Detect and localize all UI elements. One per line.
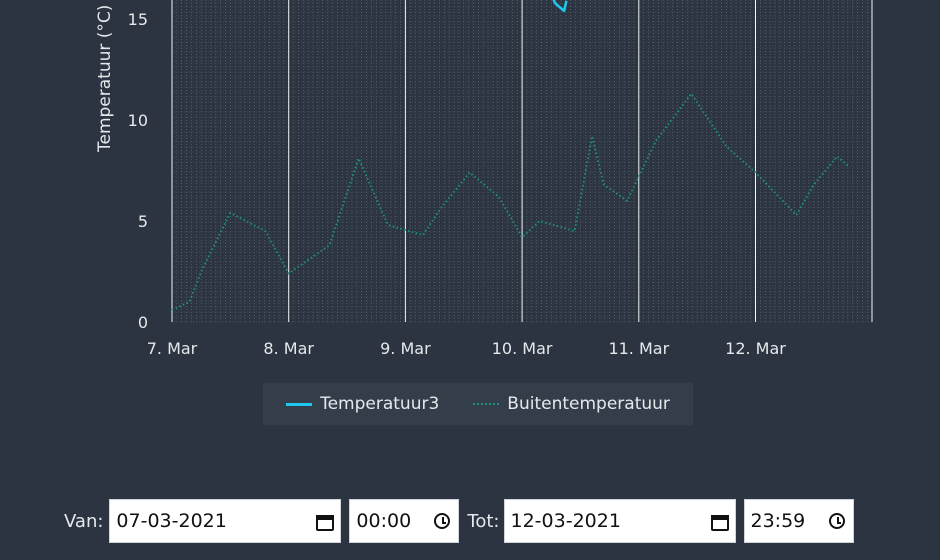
legend-swatch-dotted: [473, 403, 500, 405]
x-tick-label: 11. Mar: [608, 339, 669, 358]
chart-legend: Temperatuur3 Buitentemperatuur: [263, 383, 693, 425]
y-axis-label: Temperatuur (°C): [95, 5, 115, 153]
calendar-icon[interactable]: [316, 513, 335, 531]
to-date-value: 12-03-2021: [510, 510, 621, 532]
x-tick-label: 9. Mar: [380, 339, 431, 358]
to-time-value: 23:59: [750, 510, 806, 532]
y-tick-label: 5: [138, 212, 148, 231]
clock-icon[interactable]: [828, 513, 845, 529]
legend-item-buitentemperatuur[interactable]: Buitentemperatuur: [473, 394, 670, 414]
from-date-value: 07-03-2021: [116, 510, 227, 532]
x-tick-label: 8. Mar: [263, 339, 314, 358]
legend-label-temperatuur3: Temperatuur3: [320, 394, 440, 414]
from-date-input[interactable]: 07-03-2021: [109, 499, 342, 543]
legend-swatch-solid: [286, 402, 313, 406]
to-date-input[interactable]: 12-03-2021: [503, 499, 736, 543]
x-tick-label: 7. Mar: [147, 339, 198, 358]
chart-svg: 7. Mar 8. Mar 9. Mar 10. Mar 11. Mar 12. Mar 0…: [95, 0, 873, 358]
to-time-input[interactable]: 23:59: [743, 499, 854, 543]
date-range-controls: Van: 07-03-2021 00:00 Tot: 12-03-2021 23…: [0, 498, 940, 544]
y-tick-label: 0: [138, 313, 148, 332]
legend-label-buitentemperatuur: Buitentemperatuur: [507, 394, 670, 414]
y-tick-label: 10: [128, 111, 148, 130]
from-label: Van:: [64, 510, 104, 532]
x-tick-label: 12. Mar: [725, 339, 786, 358]
from-time-value: 00:00: [356, 510, 412, 532]
clock-icon[interactable]: [434, 513, 451, 529]
y-tick-label: 15: [128, 10, 148, 29]
from-time-input[interactable]: 00:00: [349, 499, 460, 543]
x-tick-label: 10. Mar: [492, 339, 553, 358]
calendar-icon[interactable]: [710, 513, 729, 531]
to-label: Tot:: [467, 510, 500, 532]
legend-item-temperatuur3[interactable]: Temperatuur3: [286, 394, 439, 414]
series-line-buitentemperatuur: [171, 92, 850, 311]
series-line-temperatuur3: [552, 0, 568, 13]
temperature-chart: 7. Mar 8. Mar 9. Mar 10. Mar 11. Mar 12. Mar 0…: [95, 0, 873, 425]
